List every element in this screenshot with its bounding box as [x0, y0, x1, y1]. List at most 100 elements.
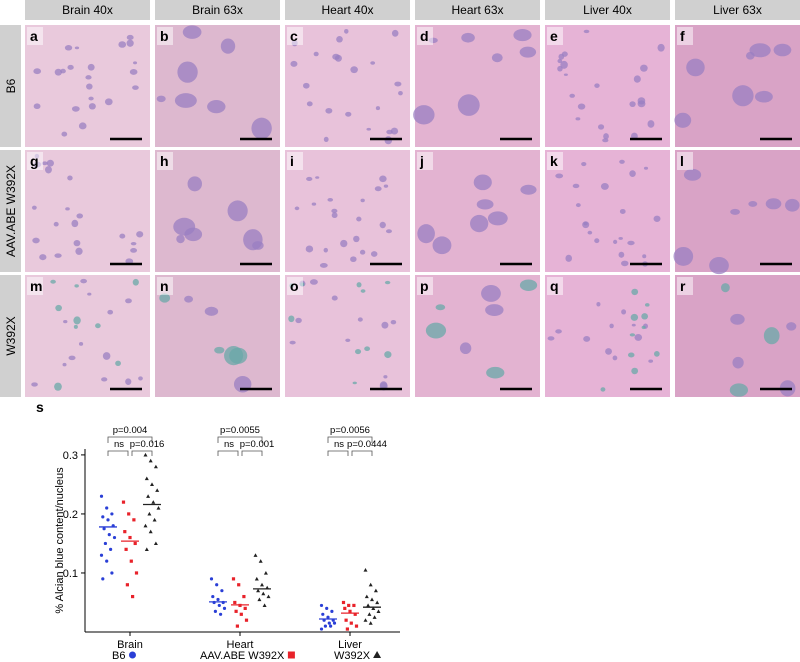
panel-letter-bg: [677, 27, 693, 45]
data-point: [376, 609, 381, 613]
nucleus: [187, 176, 202, 192]
nucleus: [383, 184, 389, 188]
data-point: [353, 612, 357, 616]
nucleus: [129, 69, 138, 75]
data-point: [367, 612, 372, 616]
panel-letter: i: [290, 153, 294, 169]
nucleus: [67, 175, 73, 181]
nucleus: [45, 166, 52, 174]
nucleus: [345, 111, 352, 117]
nucleus: [647, 120, 655, 128]
nucleus: [115, 360, 121, 367]
nucleus: [313, 51, 319, 57]
panel-letter: e: [550, 28, 558, 44]
nucleus: [74, 46, 80, 50]
nucleus: [357, 317, 363, 322]
panel-letter-bg: [417, 27, 433, 45]
data-point: [148, 529, 153, 534]
data-point: [99, 553, 104, 557]
data-point: [319, 603, 324, 608]
data-point: [143, 452, 148, 457]
nucleus: [227, 200, 248, 222]
nucleus: [558, 53, 565, 60]
panel-letter: j: [419, 153, 424, 169]
panel-letter: f: [680, 28, 685, 44]
nucleus: [686, 58, 705, 77]
nucleus: [323, 247, 328, 253]
bracket: [217, 436, 263, 443]
nucleus: [674, 112, 692, 128]
data-point: [133, 541, 137, 546]
data-point: [220, 589, 224, 593]
row-header-bg: [0, 275, 21, 397]
nucleus: [487, 211, 508, 226]
nucleus: [33, 103, 41, 110]
data-point: [217, 603, 221, 608]
nucleus: [63, 320, 68, 324]
data-point: [105, 506, 109, 510]
micrograph: [545, 275, 670, 397]
legend-label: AAV.ABE W392X: [200, 650, 285, 662]
data-point: [347, 603, 351, 608]
nucleus: [130, 247, 138, 253]
nucleus: [641, 325, 646, 330]
nucleus: [73, 239, 81, 247]
panel-letter-bg: [677, 277, 693, 295]
nucleus: [31, 205, 37, 210]
data-point: [129, 559, 133, 563]
data-point: [103, 541, 107, 546]
nucleus: [384, 280, 391, 285]
nucleus: [513, 29, 532, 42]
nucleus: [765, 198, 782, 210]
nucleus: [364, 346, 371, 352]
panel-letter: q: [550, 278, 559, 294]
row-header: W392X: [4, 316, 18, 355]
data-point: [101, 515, 105, 519]
nucleus: [609, 323, 614, 329]
nucleus: [355, 348, 362, 355]
micrograph: [415, 150, 540, 272]
nucleus: [379, 175, 387, 183]
data-point: [110, 571, 114, 575]
nucleus: [602, 138, 609, 143]
data-point: [323, 624, 327, 628]
nucleus: [177, 61, 198, 83]
nucleus: [491, 53, 503, 63]
nucleus: [356, 282, 362, 288]
data-point: [209, 577, 214, 581]
nucleus: [53, 221, 59, 227]
nucleus: [583, 29, 590, 34]
data-point: [125, 583, 129, 587]
y-tick-label: 0.1: [63, 568, 78, 580]
nucleus: [485, 304, 504, 316]
data-point: [132, 518, 136, 522]
nucleus: [597, 124, 605, 130]
p-value: p=0.0056: [330, 425, 370, 436]
data-point: [211, 594, 215, 599]
data-point: [266, 594, 271, 599]
nucleus: [612, 355, 618, 361]
data-point: [109, 547, 113, 551]
data-point: [343, 606, 347, 610]
nucleus: [359, 249, 366, 255]
data-point: [372, 615, 377, 619]
micrograph: [675, 275, 800, 397]
nucleus: [86, 83, 93, 90]
nucleus: [305, 245, 314, 253]
column-header-bg: [285, 0, 410, 20]
nucleus: [730, 313, 745, 325]
nucleus: [547, 336, 555, 341]
data-point: [244, 618, 249, 622]
micrograph: [25, 150, 150, 272]
bracket: [217, 450, 239, 456]
nucleus: [344, 28, 349, 34]
panel-letter: d: [420, 28, 429, 44]
nucleus: [74, 284, 79, 288]
micrograph: [285, 275, 410, 397]
data-point: [354, 624, 359, 628]
nucleus: [80, 278, 87, 284]
panel-letter-bg: [547, 27, 563, 45]
panel-letter: s: [36, 399, 44, 415]
nucleus: [102, 352, 111, 360]
